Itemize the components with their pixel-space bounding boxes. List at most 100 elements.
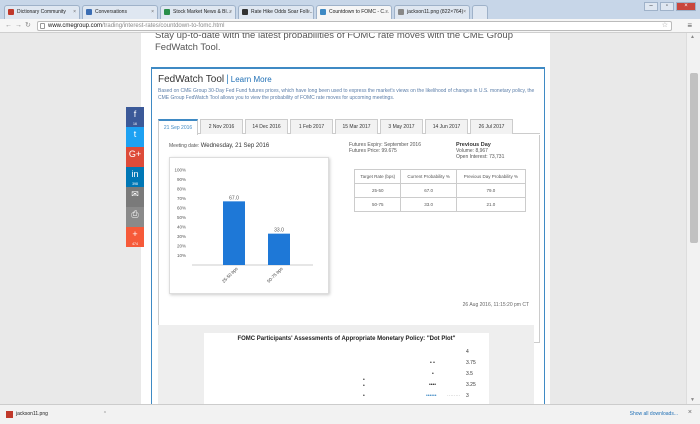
fedwatch-widget: FedWatch Tool | Learn More Based on CME Gr… (151, 67, 545, 404)
tab-3-may-2017[interactable]: 3 May 2017 (380, 119, 423, 134)
google-plus-share-button[interactable]: G+ (126, 147, 144, 167)
close-tab-icon[interactable]: × (151, 9, 154, 15)
twitter-icon: t (133, 129, 137, 139)
favicon-icon (164, 9, 170, 15)
learn-more-link[interactable]: Learn More (230, 75, 272, 84)
table-cell: 67.0 (400, 183, 457, 198)
probability-chart: 100% 90% 80% 70% 60% 50% 40% 30% 20% 10% 67.0 25-50… (169, 157, 329, 294)
dot-plot-panel: FOMC Participants' Assessments of Approp… (204, 333, 489, 404)
browser-tab-1[interactable]: Dictionary Community × (4, 5, 80, 19)
meeting-tabs: 21 Sep 2016 2 Nov 2016 14 Dec 2016 1 Feb… (158, 119, 540, 135)
fedwatch-description: Based on CME Group 30-Day Fed Fund futur… (158, 88, 535, 101)
close-tab-icon[interactable]: × (385, 9, 388, 15)
dot-plot-dots: • • (430, 360, 435, 366)
y-tick-label: 80% (177, 187, 186, 192)
print-button[interactable]: ⎙ (126, 207, 144, 227)
page-scrollbar[interactable]: ▲ ▼ (686, 33, 700, 404)
maximize-icon[interactable]: ▫ (660, 2, 674, 11)
table-cell: 50-75 (353, 197, 402, 212)
dot-plot-section: FOMC Participants' Assessments of Approp… (158, 325, 534, 404)
dot-plot-value: 4 (466, 349, 469, 355)
twitter-share-button[interactable]: t (126, 127, 144, 147)
facebook-share-button[interactable]: f 16 (126, 107, 144, 127)
x-category-label: 50-75 bps (266, 266, 284, 284)
tab-14-dec-2016[interactable]: 14 Dec 2016 (245, 119, 288, 134)
chevron-up-icon[interactable]: ⌃ (102, 411, 108, 417)
reload-icon[interactable]: ↻ (25, 22, 31, 29)
close-tab-icon[interactable]: × (73, 9, 76, 15)
dot-plot-dots: •••• (429, 382, 437, 388)
google-plus-icon: G+ (128, 149, 142, 159)
dot-plot-dots: • (363, 393, 365, 399)
print-icon: ⎙ (131, 209, 139, 219)
forward-icon[interactable]: → (15, 22, 22, 29)
browser-tab-3[interactable]: Stock Market News & Bl… × (160, 5, 236, 19)
url-domain: www.cmegroup.com (48, 23, 103, 29)
tab-14-jun-2017[interactable]: 14 Jun 2017 (425, 119, 468, 134)
more-share-button[interactable]: +474 (126, 227, 144, 247)
browser-tab-4[interactable]: Rate Hike Odds Soar Foll… × (238, 5, 314, 19)
scroll-up-icon[interactable]: ▲ (690, 34, 695, 40)
fedwatch-heading: FedWatch Tool | Learn More (158, 74, 272, 85)
probability-chart-svg: 100% 90% 80% 70% 60% 50% 40% 30% 20% 10% 67.0 25-50… (174, 168, 313, 284)
window-controls: – ▫ × (644, 2, 696, 11)
share-count: 474 (132, 242, 138, 246)
column-header: Current Probability % (400, 169, 457, 184)
download-item[interactable]: jackson11.png ⌃ (6, 410, 107, 419)
email-icon: ✉ (131, 189, 139, 199)
tab-21-sep-2016[interactable]: 21 Sep 2016 (158, 119, 198, 135)
previous-day-info: Previous Day Volume: 8,967 Open Interest… (456, 142, 504, 160)
table-cell: 25-50 (353, 183, 402, 198)
bar-value-label: 67.0 (229, 195, 239, 201)
scroll-down-icon[interactable]: ▼ (690, 397, 695, 403)
favicon-icon (8, 9, 14, 15)
close-shelf-icon[interactable]: × (687, 409, 692, 416)
tab-26-jul-2017[interactable]: 26 Jul 2017 (470, 119, 513, 134)
table-header-row: Target Rate (bps) Current Probability % … (353, 169, 527, 184)
back-icon[interactable]: ← (5, 22, 12, 29)
close-window-icon[interactable]: × (676, 2, 696, 11)
close-tab-icon[interactable]: × (229, 9, 232, 15)
dot-plot-dots: • (432, 371, 434, 377)
page-info-icon[interactable] (40, 23, 45, 29)
fedwatch-title: FedWatch Tool (158, 74, 225, 85)
email-share-button[interactable]: ✉ (126, 187, 144, 207)
futures-info: Futures Expiry: September 2016 Futures P… (349, 142, 421, 154)
dot-plot-value: 3 (466, 393, 469, 399)
tab-2-nov-2016[interactable]: 2 Nov 2016 (200, 119, 243, 134)
chart-bar (268, 233, 290, 265)
futures-price: Futures Price: 99.675 (349, 148, 397, 154)
browser-tab-2[interactable]: Conversations × (82, 5, 158, 19)
tab-label: Stock Market News & Bl… (173, 9, 232, 15)
new-tab-button[interactable] (472, 5, 488, 19)
favicon-icon (320, 9, 326, 15)
probability-table: Target Rate (bps) Current Probability % … (353, 169, 527, 212)
show-all-downloads-link[interactable]: Show all downloads... (629, 411, 678, 417)
minimize-icon[interactable]: – (644, 2, 658, 11)
close-tab-icon[interactable]: × (307, 9, 310, 15)
y-tick-label: 50% (177, 215, 186, 220)
linkedin-share-button[interactable]: in 398 (126, 167, 144, 187)
browser-tab-6[interactable]: jackson11.png (822×764) × (394, 5, 470, 19)
tab-label: Rate Hike Odds Soar Foll… (251, 9, 313, 15)
tab-1-feb-2017[interactable]: 1 Feb 2017 (290, 119, 333, 134)
close-tab-icon[interactable]: × (463, 9, 466, 15)
dot-plot-dots: • (363, 377, 365, 383)
tab-label: Dictionary Community (17, 9, 66, 15)
favicon-icon (86, 9, 92, 15)
previous-day-open-interest: Open Interest: 73,731 (456, 154, 505, 160)
chart-bar (223, 201, 245, 265)
address-bar[interactable]: www.cmegroup.com/trading/interest-rates/… (37, 21, 672, 31)
menu-icon[interactable]: ≡ (687, 21, 692, 30)
column-header: Previous Day Probability % (455, 169, 527, 184)
browser-tab-strip: Dictionary Community × Conversations × Sto… (0, 0, 700, 19)
bar-value-label: 33.0 (274, 228, 284, 234)
scrollbar-thumb[interactable] (690, 73, 698, 243)
share-count: 398 (132, 182, 138, 186)
bookmark-star-icon[interactable]: ☆ (661, 22, 668, 29)
meeting-panel: Meeting date: Wednesday, 21 Sep 2016 100… (158, 135, 540, 343)
tab-15-mar-2017[interactable]: 15 Mar 2017 (335, 119, 378, 134)
y-tick-label: 40% (177, 225, 186, 230)
browser-tab-5[interactable]: Countdown to FOMC - C… × (316, 5, 392, 19)
y-tick-label: 100% (174, 168, 186, 173)
